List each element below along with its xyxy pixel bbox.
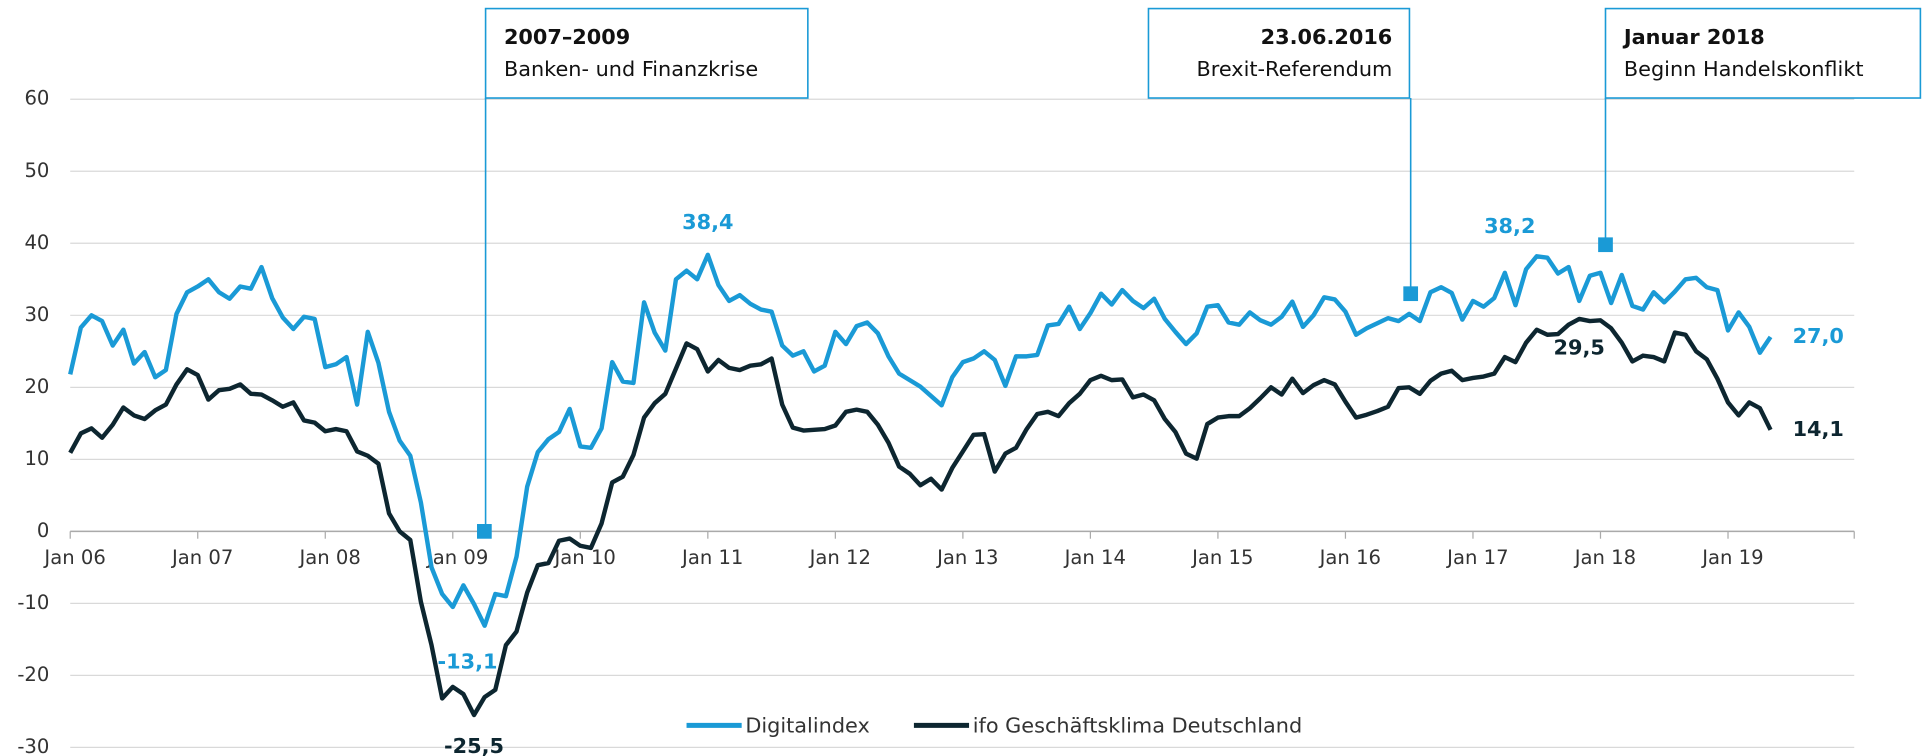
value-label: -13,1 <box>438 649 498 673</box>
legend-label: ifo Geschäftsklima Deutschland <box>973 714 1302 738</box>
legend-label: Digitalindex <box>745 714 869 738</box>
x-tick-label: Jan 14 <box>1063 546 1126 569</box>
y-tick-label: 40 <box>24 231 49 254</box>
legend: Digitalindex ifo Geschäftsklima Deutschla… <box>686 714 1302 738</box>
series-line <box>68 252 1773 628</box>
value-label: 29,5 <box>1554 335 1605 359</box>
annotation-box <box>1604 7 1922 99</box>
x-tick-label: Jan 11 <box>680 546 743 569</box>
x-tick-label: Jan 07 <box>170 546 233 569</box>
x-tick-label: Jan 12 <box>808 546 871 569</box>
y-tick-label: 20 <box>24 375 49 398</box>
x-tick-label: Jan 13 <box>935 546 998 569</box>
x-tick-label: Jan 10 <box>553 546 616 569</box>
y-tick-label: 0 <box>37 519 49 542</box>
y-tick-label: 10 <box>24 447 49 470</box>
y-tick-label: 30 <box>24 303 49 326</box>
y-tick-label: 50 <box>24 159 49 182</box>
y-tick-label: -20 <box>17 663 49 686</box>
value-label: 38,2 <box>1484 214 1535 238</box>
value-label: 38,4 <box>682 210 733 234</box>
x-tick-label: Jan 17 <box>1445 546 1508 569</box>
annotation-title: 23.06.2016 <box>1261 25 1393 49</box>
series-line <box>68 316 1773 718</box>
y-tick-label: -30 <box>17 735 49 756</box>
annotation-text: Banken- und Finanzkrise <box>504 57 758 81</box>
x-tick-label: Jan 15 <box>1190 546 1253 569</box>
x-tick-label: Jan 06 <box>42 546 105 569</box>
x-tick-label: Jan 08 <box>297 546 360 569</box>
value-label: -25,5 <box>444 734 504 756</box>
y-tick-label: -10 <box>17 591 49 614</box>
value-label: 14,1 <box>1793 417 1844 441</box>
annotation-text: Brexit-Referendum <box>1196 57 1392 81</box>
x-tick-label: Jan 19 <box>1700 546 1763 569</box>
annotation-box <box>484 7 809 99</box>
x-tick-label: Jan 09 <box>425 546 488 569</box>
annotation-title: 2007–2009 <box>504 25 630 49</box>
annotation-text: Beginn Handelskonflikt <box>1624 57 1864 81</box>
annotation-title: Januar 2018 <box>1622 25 1765 49</box>
annotation-marker <box>477 524 492 539</box>
x-tick-label: Jan 16 <box>1318 546 1381 569</box>
annotation-box <box>1147 7 1411 99</box>
annotation-marker <box>1403 286 1419 302</box>
x-tick-label: Jan 18 <box>1573 546 1636 569</box>
y-tick-label: 60 <box>24 87 49 110</box>
annotation-marker <box>1598 237 1613 253</box>
value-label: 27,0 <box>1793 324 1844 348</box>
